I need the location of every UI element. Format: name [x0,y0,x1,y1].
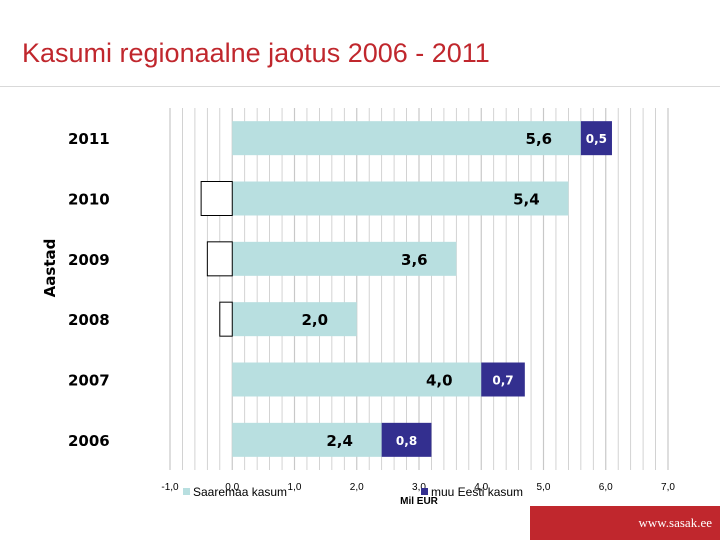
bar-saaremaa [232,362,482,397]
page-title: Kasumi regionaalne jaotus 2006 - 2011 [22,38,490,68]
bar-saaremaa [232,181,569,216]
category-label: 2007 [68,372,110,390]
footer-bar: www.sasak.ee [530,506,720,540]
x-tick-label: -1,0 [161,482,179,493]
bar-label-muu-eesti: 0,8 [396,434,417,448]
bar-label-saaremaa: 3,6 [401,251,428,269]
x-tick-label: 0,0 [225,482,239,493]
bar-label-muu-eesti: 0,7 [492,374,513,388]
x-axis-title: Mil EUR [400,496,439,507]
bar-muu-eesti [219,301,233,337]
bar-saaremaa [232,121,581,156]
title-divider [0,86,720,87]
category-label: 2011 [68,130,110,148]
x-tick-label: 2,0 [350,482,364,493]
bar-muu-eesti [206,241,233,277]
x-tick-label: 7,0 [661,482,675,493]
bar-muu-eesti [580,121,612,156]
x-tick-label: 1,0 [288,482,302,493]
bar-label-saaremaa: 2,0 [301,311,328,329]
x-tick-label: 3,0 [412,482,426,493]
legend-swatch-muu-eesti [421,488,428,495]
bar-saaremaa [232,241,457,276]
category-label: 2009 [68,251,110,269]
x-tick-label: 6,0 [599,482,613,493]
bar-muu-eesti [200,181,233,216]
bar-label-saaremaa: 2,4 [326,432,353,450]
legend-swatch-saaremaa [183,488,190,495]
x-tick-label: 5,0 [537,482,551,493]
category-label: 2006 [68,432,110,450]
category-label: 2008 [68,311,110,329]
y-axis-title: Aastad [41,239,59,298]
bar-saaremaa [232,302,357,337]
legend-label-saaremaa: Saaremaa kasum [193,485,287,499]
category-label: 2010 [68,191,110,209]
x-tick-label: 4,0 [474,482,488,493]
bar-label-muu-eesti: 0,5 [586,132,607,146]
legend-label-muu-eesti: muu Eesti kasum [431,485,523,499]
bar-muu-eesti [381,422,432,457]
bar-saaremaa [232,422,382,457]
footer-url: www.sasak.ee [638,515,712,530]
bar-label-saaremaa: 5,4 [513,191,540,209]
bar-label-saaremaa: 4,0 [426,372,453,390]
bar-label-saaremaa: 5,6 [526,130,553,148]
bar-muu-eesti [481,362,525,397]
